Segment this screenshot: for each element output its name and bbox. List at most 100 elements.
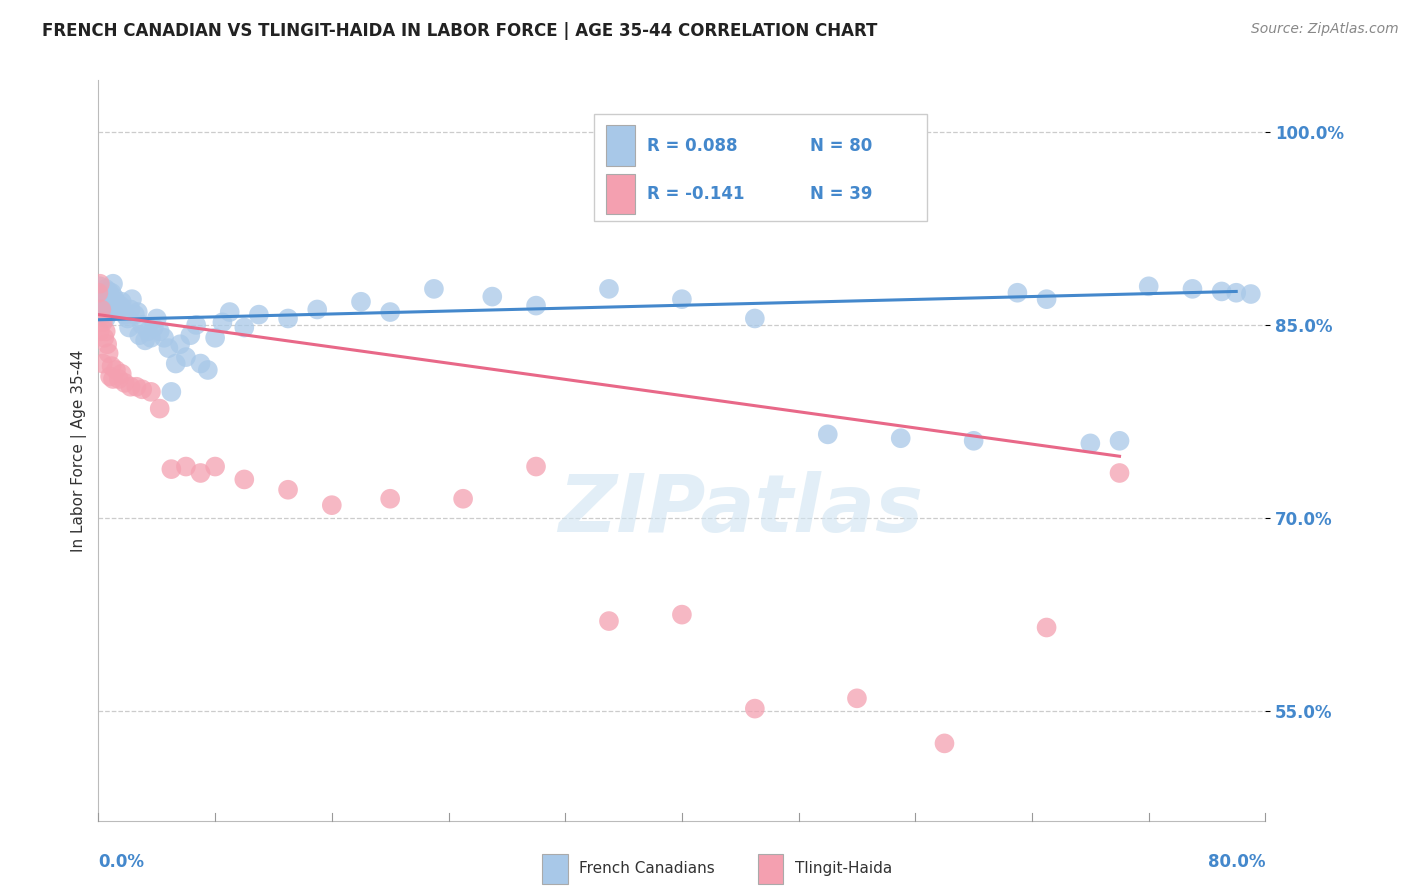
Text: Tlingit-Haida: Tlingit-Haida (796, 862, 893, 876)
Point (91, 290, 114, 304)
Point (139, 384, 162, 399)
Text: R = 0.088: R = 0.088 (647, 136, 737, 155)
Point (1035, 620, 1057, 634)
Point (120, 302, 142, 317)
Point (111, 367, 134, 381)
Point (136, 324, 159, 338)
Point (139, 331, 162, 345)
Point (118, 320, 141, 334)
Point (846, 691, 869, 706)
Point (131, 382, 153, 396)
Point (1108, 434, 1130, 448)
Point (94, 282, 117, 296)
Point (101, 277, 124, 291)
Point (120, 380, 142, 394)
Point (744, 701, 766, 715)
Text: 80.0%: 80.0% (1208, 853, 1265, 871)
Point (211, 315, 233, 329)
Point (93, 302, 115, 317)
Point (149, 401, 172, 416)
Point (165, 357, 187, 371)
Y-axis label: In Labor Force | Age 35-44: In Labor Force | Age 35-44 (72, 350, 87, 551)
Point (218, 305, 240, 319)
Point (1035, 292, 1057, 306)
Point (104, 363, 127, 377)
Point (197, 363, 219, 377)
FancyBboxPatch shape (606, 126, 636, 166)
Point (117, 311, 139, 326)
Point (101, 372, 124, 386)
Point (204, 459, 226, 474)
Point (112, 305, 135, 319)
Point (98, 369, 121, 384)
Point (94, 292, 117, 306)
Point (962, 434, 984, 448)
Point (96, 305, 118, 319)
Point (111, 294, 134, 309)
Text: Source: ZipAtlas.com: Source: ZipAtlas.com (1251, 22, 1399, 37)
Point (125, 380, 148, 394)
Text: ZIPatlas: ZIPatlas (558, 471, 922, 549)
Point (91, 357, 114, 371)
Point (598, 614, 620, 628)
Point (89, 277, 111, 291)
Point (423, 282, 446, 296)
Point (934, 736, 956, 750)
Point (277, 483, 299, 497)
Point (233, 320, 256, 334)
Text: N = 80: N = 80 (810, 136, 873, 155)
Point (98, 290, 121, 304)
Point (101, 292, 124, 306)
Point (190, 466, 212, 480)
Point (890, 431, 912, 445)
Text: 0.0%: 0.0% (98, 853, 145, 871)
Point (104, 294, 127, 309)
Point (149, 324, 172, 338)
Point (598, 282, 620, 296)
Point (90, 302, 112, 317)
Point (380, 305, 402, 319)
Text: N = 39: N = 39 (810, 186, 873, 203)
Point (94, 311, 117, 326)
Point (96, 337, 118, 351)
Point (157, 341, 180, 355)
FancyBboxPatch shape (541, 854, 568, 884)
Point (174, 459, 197, 474)
Point (481, 290, 503, 304)
Point (160, 384, 183, 399)
Point (97, 285, 120, 299)
Point (128, 328, 150, 343)
Point (97, 300, 120, 314)
Point (233, 472, 256, 486)
Text: FRENCH CANADIAN VS TLINGIT-HAIDA IN LABOR FORCE | AGE 35-44 CORRELATION CHART: FRENCH CANADIAN VS TLINGIT-HAIDA IN LABO… (42, 22, 877, 40)
Point (89, 288, 111, 302)
Point (1225, 285, 1247, 300)
Point (100, 285, 122, 300)
Point (380, 491, 402, 506)
Point (100, 305, 122, 319)
Text: French Canadians: French Canadians (579, 862, 716, 876)
Point (114, 308, 136, 322)
Point (744, 311, 766, 326)
Point (153, 331, 176, 345)
Point (179, 328, 201, 343)
Point (90, 285, 112, 300)
Point (142, 320, 165, 334)
Point (146, 311, 169, 326)
Point (524, 299, 547, 313)
Point (93, 331, 115, 345)
Point (105, 302, 128, 317)
Point (190, 357, 212, 371)
Point (321, 498, 343, 512)
Point (1181, 282, 1204, 296)
Point (1211, 285, 1233, 299)
Point (108, 372, 131, 386)
Point (90, 294, 112, 309)
Point (97, 346, 120, 360)
Point (96, 285, 118, 300)
Point (174, 350, 197, 364)
Point (1007, 285, 1029, 300)
Point (114, 376, 136, 390)
Point (89, 324, 111, 338)
Point (247, 308, 270, 322)
